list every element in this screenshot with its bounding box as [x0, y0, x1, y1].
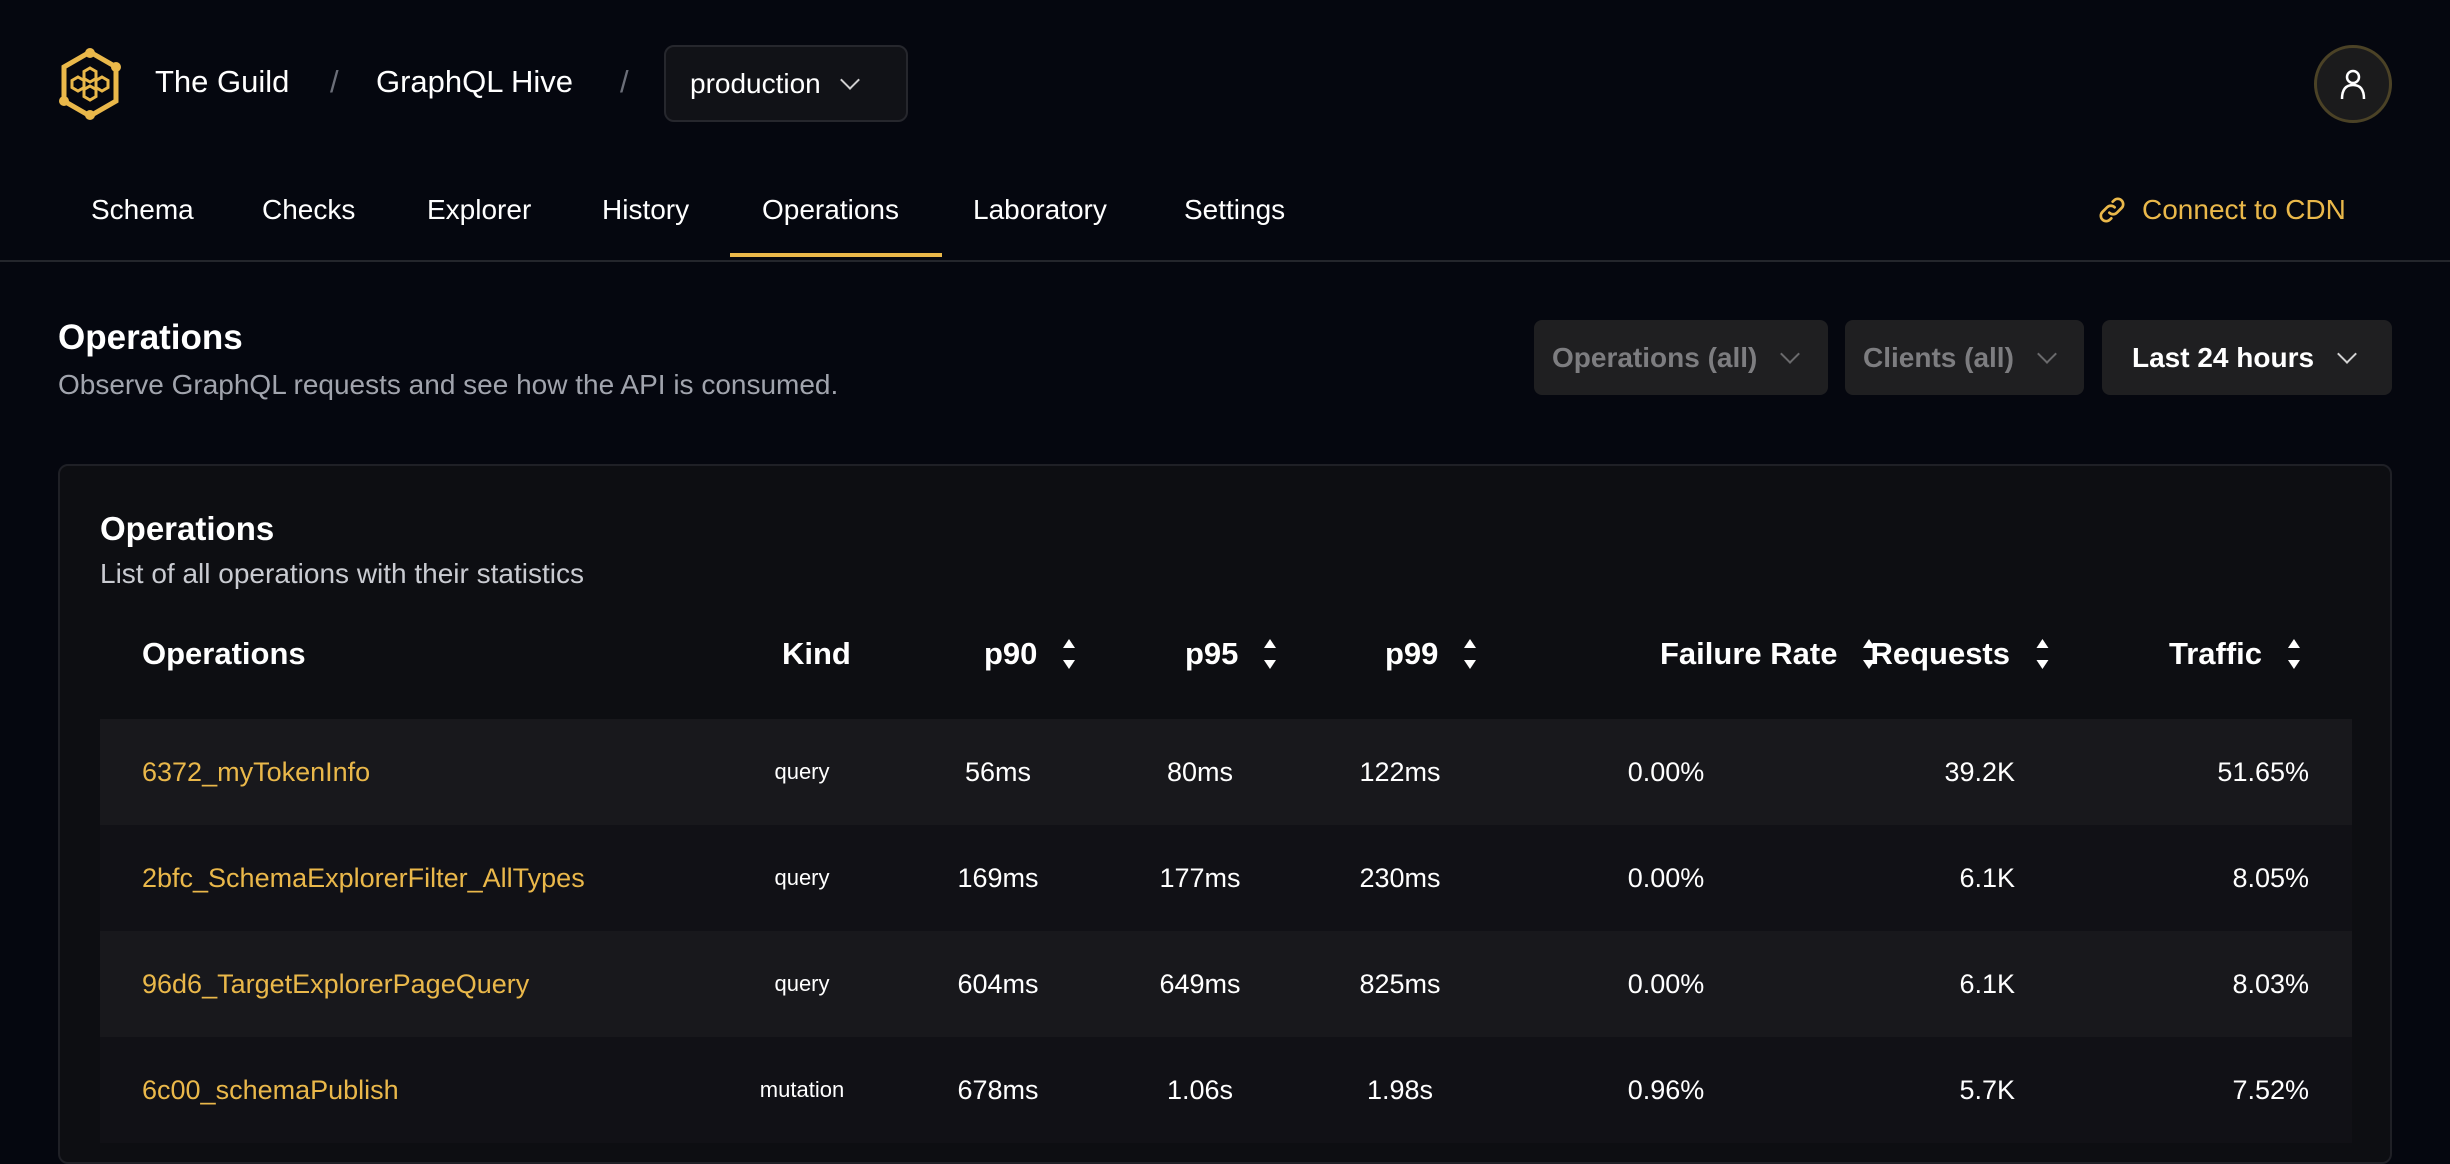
column-header-requests[interactable]: Requests — [1870, 636, 2048, 672]
cell-traffic: 51.65% — [2217, 756, 2309, 787]
breadcrumb-org[interactable]: The Guild — [155, 64, 290, 99]
target-selector[interactable]: production — [664, 45, 908, 122]
cell-requests: 6.1K — [1959, 968, 2015, 999]
column-header-traffic[interactable]: Traffic — [2169, 636, 2300, 672]
breadcrumb-separator: / — [620, 64, 629, 99]
cell-p95: 649ms — [1159, 968, 1241, 999]
column-header-label: Operations — [142, 636, 306, 671]
period-label: Last 24 hours — [2132, 341, 2315, 373]
breadcrumb-project[interactable]: GraphQL Hive — [376, 64, 573, 99]
sort-icon[interactable] — [2288, 639, 2300, 669]
period-selector[interactable]: Last 24 hours — [2102, 320, 2392, 395]
column-header-label: p95 — [1185, 636, 1239, 671]
cell-requests: 6.1K — [1959, 862, 2015, 893]
cdn-label: Connect to CDN — [2142, 194, 2346, 225]
tab-explorer[interactable]: Explorer — [427, 194, 532, 225]
cell-p90: 604ms — [957, 968, 1039, 999]
sort-icon[interactable] — [1863, 639, 1876, 669]
sort-icon[interactable] — [2036, 639, 2048, 669]
cell-p90: 56ms — [964, 756, 1032, 787]
tab-settings[interactable]: Settings — [1184, 194, 1286, 225]
tab-history[interactable]: History — [602, 194, 690, 225]
cell-requests: 5.7K — [1959, 1074, 2015, 1105]
active-tab-indicator — [730, 253, 942, 257]
tab-checks[interactable]: Checks — [262, 194, 356, 225]
operations-filter[interactable]: Operations (all) — [1534, 320, 1828, 395]
user-icon — [2340, 69, 2366, 100]
table-row[interactable]: 6c00_schemaPublish mutation 678ms 1.06s 1.98… — [100, 1037, 2352, 1143]
cell-p90: 169ms — [957, 862, 1039, 893]
cell-failure-rate: 0.00% — [1627, 862, 1705, 893]
sort-icon[interactable] — [1063, 639, 1076, 669]
operation-link[interactable]: 2bfc_SchemaExplorerFilter_AllTypes — [142, 862, 585, 893]
cell-traffic: 8.03% — [2232, 968, 2309, 999]
operation-link[interactable]: 6c00_schemaPublish — [142, 1074, 399, 1105]
user-avatar-button[interactable] — [2314, 45, 2392, 123]
cell-traffic: 8.05% — [2232, 862, 2309, 893]
breadcrumb-separator: / — [330, 64, 339, 99]
cell-kind: query — [774, 971, 830, 996]
column-header-p99[interactable]: p99 — [1385, 636, 1477, 672]
hive-logo-icon — [59, 48, 121, 120]
connect-cdn-button[interactable]: Connect to CDN — [2096, 194, 2346, 226]
cell-failure-rate: 0.96% — [1627, 1074, 1705, 1105]
tab-operations[interactable]: Operations — [762, 194, 899, 225]
cell-traffic: 7.52% — [2232, 1074, 2309, 1105]
chevron-down-icon — [2037, 343, 2057, 364]
column-header-p95[interactable]: p95 — [1185, 636, 1277, 672]
cell-kind: query — [774, 865, 830, 890]
chevron-down-icon — [2337, 343, 2357, 364]
link-icon — [2099, 197, 2125, 223]
clients-filter-label: Clients (all) — [1863, 341, 2014, 373]
table-row[interactable]: 2bfc_SchemaExplorerFilter_AllTypes query 1… — [100, 825, 2352, 931]
column-header-failure-rate[interactable]: Failure Rate — [1660, 636, 1876, 672]
column-header-label: Traffic — [2168, 636, 2262, 671]
cell-p95: 177ms — [1159, 862, 1241, 893]
clients-filter[interactable]: Clients (all) — [1845, 320, 2084, 395]
column-header-kind: Kind — [782, 636, 851, 672]
operation-link[interactable]: 96d6_TargetExplorerPageQuery — [142, 968, 530, 999]
nav-divider — [0, 260, 2450, 262]
cell-kind: query — [774, 759, 830, 784]
cell-p95: 80ms — [1166, 756, 1234, 787]
chevron-down-icon — [839, 69, 860, 90]
sort-icon[interactable] — [1264, 639, 1277, 669]
column-header-label: Requests — [1870, 636, 2010, 671]
cell-p99: 122ms — [1359, 756, 1441, 787]
column-header-label: p90 — [984, 636, 1038, 671]
chevron-down-icon — [1780, 343, 1801, 364]
cell-p99: 1.98s — [1366, 1074, 1434, 1105]
column-header-label: Kind — [782, 636, 851, 671]
table-row[interactable]: 6372_myTokenInfo query 56ms 80ms 122ms 0.00% 3… — [100, 719, 2352, 825]
operation-link[interactable]: 6372_myTokenInfo — [142, 756, 371, 787]
page-subtitle: Observe GraphQL requests and see how the… — [58, 369, 839, 400]
cell-p99: 825ms — [1359, 968, 1441, 999]
sort-icon[interactable] — [1464, 639, 1477, 669]
table-row[interactable]: 96d6_TargetExplorerPageQuery query 604ms 64… — [100, 931, 2352, 1037]
tab-laboratory[interactable]: Laboratory — [973, 194, 1107, 225]
column-header-p90[interactable]: p90 — [984, 636, 1076, 672]
cell-requests: 39.2K — [1944, 756, 2015, 787]
card-title: Operations — [100, 510, 275, 547]
card-subtitle: List of all operations with their statis… — [100, 558, 584, 589]
column-header-label: p99 — [1385, 636, 1439, 671]
target-label: production — [690, 67, 821, 99]
cell-kind: mutation — [759, 1077, 845, 1102]
column-header-operations: Operations — [142, 636, 306, 672]
cell-failure-rate: 0.00% — [1627, 968, 1705, 999]
column-header-label: Failure Rate — [1660, 636, 1838, 671]
tab-schema[interactable]: Schema — [91, 194, 194, 225]
page-title: Operations — [58, 318, 243, 357]
operations-filter-label: Operations (all) — [1552, 341, 1758, 373]
cell-p95: 1.06s — [1166, 1074, 1234, 1105]
cell-failure-rate: 0.00% — [1627, 756, 1705, 787]
cell-p90: 678ms — [957, 1074, 1039, 1105]
cell-p99: 230ms — [1359, 862, 1441, 893]
